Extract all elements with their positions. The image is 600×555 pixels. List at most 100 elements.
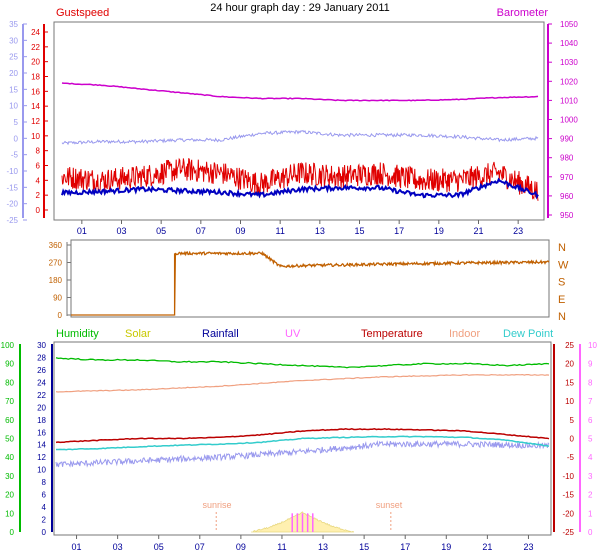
compass-label: N	[558, 242, 566, 254]
legend-item: Temperature	[361, 328, 423, 340]
x-tick-label: 09	[235, 226, 245, 236]
uv-tick-label: 8	[588, 378, 593, 387]
x-tick-label: 23	[513, 226, 523, 236]
left-blue-tick-label: 25	[9, 53, 18, 62]
humidity-tick-label: 0	[10, 528, 15, 537]
panel1-x-ticks: 01 03 05 07 09 11 13 15 17 19 21 23	[77, 220, 523, 236]
right-magenta-tick-label: 980	[560, 154, 574, 163]
rainfall-tick-label: 4	[42, 503, 47, 512]
right-magenta-tick-label: 1050	[560, 20, 578, 29]
rainfall-tick-label: 18	[37, 416, 46, 425]
panel3-series	[55, 357, 550, 533]
series-wind-direction	[71, 250, 550, 316]
x-tick-label: 15	[354, 226, 364, 236]
left-blue-tick-label: -15	[6, 183, 18, 192]
series-temperature	[55, 428, 550, 444]
gustspeed-label: Gustspeed	[56, 7, 109, 19]
rainfall-tick-label: 26	[37, 366, 46, 375]
series-dewpoint	[56, 435, 550, 451]
uv-tick-label: 6	[588, 416, 593, 425]
rainfall-tick-label: 8	[42, 478, 47, 487]
rainfall-tick-label: 2	[42, 516, 47, 525]
humidity-tick-label: 60	[5, 416, 14, 425]
left-red-tick-label: 8	[36, 147, 41, 156]
left-red-tick-label: 4	[36, 176, 41, 185]
panel-direction	[70, 239, 550, 318]
temperature-tick-label: 0	[570, 435, 575, 444]
panel3-legend: Humidity Solar Rainfall UV Temperature Indoor…	[56, 328, 553, 340]
compass-label: S	[558, 277, 565, 289]
x-tick-label: 17	[394, 226, 404, 236]
x-tick-label: 03	[113, 542, 123, 552]
left-blue-tick-label: 30	[9, 36, 18, 45]
sunset-label: sunset	[376, 500, 403, 510]
direction-tick-label: 0	[58, 311, 63, 320]
x-tick-label: 17	[400, 542, 410, 552]
direction-tick-label: 360	[49, 241, 63, 250]
series-barometer	[61, 82, 539, 102]
temperature-tick-label: -15	[562, 491, 574, 500]
x-tick-label: 01	[72, 542, 82, 552]
right-magenta-tick-label: 1010	[560, 96, 578, 105]
temperature-tick-label: -25	[562, 528, 574, 537]
left-red-tick-label: 24	[31, 28, 40, 37]
left-blue-tick-label: 35	[9, 20, 18, 29]
left-red-tick-label: 6	[36, 162, 41, 171]
rainfall-tick-label: 0	[42, 528, 47, 537]
left-red-tick-label: 12	[31, 117, 40, 126]
left-blue-tick-label: 10	[9, 102, 18, 111]
left-blue-tick-label: -5	[11, 151, 19, 160]
right-magenta-tick-label: 970	[560, 173, 574, 182]
left-red-tick-label: 10	[31, 132, 40, 141]
left-red-tick-label: 22	[31, 43, 40, 52]
x-tick-label: 11	[277, 542, 286, 552]
uv-tick-label: 1	[588, 509, 593, 518]
temperature-tick-label: -10	[562, 472, 574, 481]
x-tick-label: 23	[523, 542, 533, 552]
temperature-tick-label: 5	[570, 416, 575, 425]
left-red-tick-label: 16	[31, 87, 40, 96]
compass-label: E	[558, 294, 565, 306]
humidity-tick-label: 100	[1, 341, 15, 350]
uv-tick-label: 4	[588, 453, 593, 462]
x-tick-label: 01	[77, 226, 87, 236]
left-blue-tick-label: -25	[6, 216, 18, 225]
temperature-tick-label: 15	[565, 378, 574, 387]
rainfall-tick-label: 6	[42, 491, 47, 500]
uv-tick-label: 5	[588, 435, 593, 444]
x-tick-label: 05	[156, 226, 166, 236]
uv-tick-label: 7	[588, 397, 593, 406]
humidity-tick-label: 30	[5, 472, 14, 481]
panel3-x-ticks: 01 03 05 07 09 11 13 15 17 19 21 23	[72, 535, 533, 552]
x-tick-label: 03	[116, 226, 126, 236]
left-blue-tick-label: 0	[14, 134, 19, 143]
uv-tick-label: 10	[588, 341, 597, 350]
x-tick-label: 05	[154, 542, 164, 552]
left-blue-tick-label: 15	[9, 85, 18, 94]
right-magenta-tick-label: 1020	[560, 77, 578, 86]
uv-tick-label: 0	[588, 528, 593, 537]
legend-item: UV	[285, 328, 301, 340]
humidity-tick-label: 40	[5, 453, 14, 462]
right-magenta-tick-label: 1000	[560, 116, 578, 125]
left-blue-tick-label: -10	[6, 167, 18, 176]
x-tick-label: 07	[196, 226, 206, 236]
sunrise-label: sunrise	[202, 500, 231, 510]
left-red-tick-label: 0	[36, 206, 41, 215]
x-tick-label: 13	[318, 542, 328, 552]
right-magenta-tick-label: 990	[560, 135, 574, 144]
rainfall-tick-label: 22	[37, 391, 46, 400]
temperature-tick-label: 25	[565, 341, 574, 350]
direction-tick-label: 180	[49, 276, 63, 285]
right-magenta-tick-label: 1040	[560, 39, 578, 48]
direction-tick-label: 270	[49, 259, 63, 268]
temperature-tick-label: -20	[562, 509, 574, 518]
x-tick-label: 21	[482, 542, 492, 552]
temperature-tick-label: 10	[565, 397, 574, 406]
series-humidity	[55, 357, 550, 369]
rainfall-tick-label: 30	[37, 341, 46, 350]
legend-item: Solar	[125, 328, 151, 340]
x-tick-label: 19	[441, 542, 451, 552]
series-gustspeed	[61, 157, 539, 201]
